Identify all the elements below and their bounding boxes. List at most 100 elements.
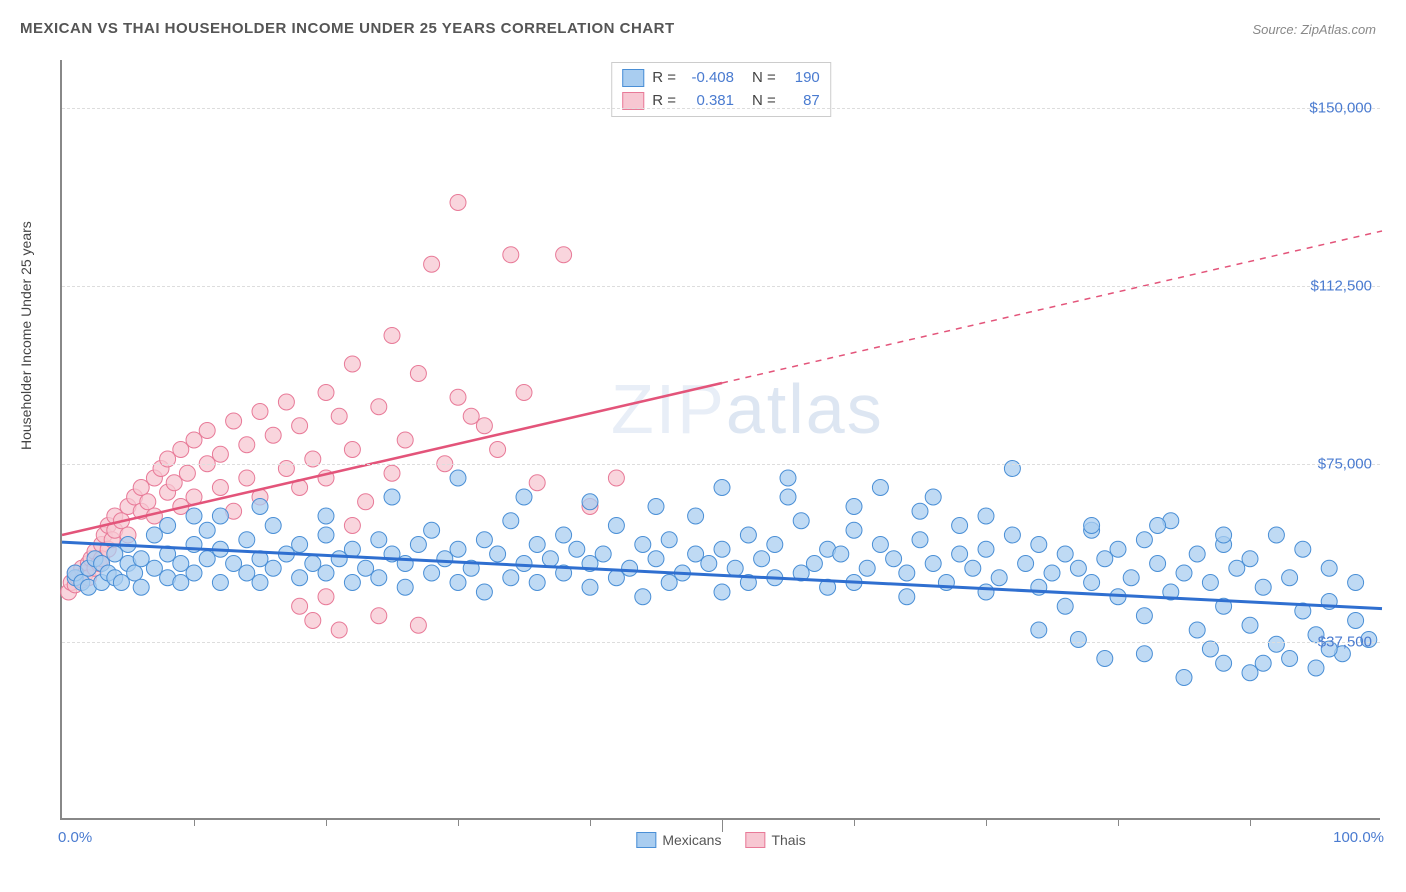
thai-point: [410, 617, 426, 633]
x-tick: [590, 818, 591, 826]
mexican-point: [1176, 565, 1192, 581]
mexican-point: [1123, 570, 1139, 586]
thai-point: [252, 404, 268, 420]
thai-point: [344, 518, 360, 534]
thai-point: [516, 385, 532, 401]
x-tick: [1118, 818, 1119, 826]
mexican-point: [1057, 546, 1073, 562]
mexican-point: [859, 560, 875, 576]
scatter-plot-svg: [62, 60, 1380, 818]
mexican-point: [542, 551, 558, 567]
mexican-point: [1084, 575, 1100, 591]
mexican-point: [252, 575, 268, 591]
x-axis-min-label: 0.0%: [58, 829, 92, 846]
mexican-point: [1136, 646, 1152, 662]
mexican-point: [793, 513, 809, 529]
mexican-point: [1308, 660, 1324, 676]
mexican-point: [635, 589, 651, 605]
thai-point: [331, 622, 347, 638]
mexican-point: [252, 499, 268, 515]
thai-point: [463, 408, 479, 424]
mexican-point: [1242, 551, 1258, 567]
mexican-point: [648, 551, 664, 567]
mexican-point: [1070, 560, 1086, 576]
mexican-point: [1282, 570, 1298, 586]
mexican-point: [1229, 560, 1245, 576]
mexican-point: [688, 546, 704, 562]
thai-point: [212, 480, 228, 496]
thai-point: [239, 470, 255, 486]
chart-title: MEXICAN VS THAI HOUSEHOLDER INCOME UNDER…: [20, 20, 675, 37]
thai-point: [344, 356, 360, 372]
mexican-point: [239, 532, 255, 548]
mexican-point: [450, 541, 466, 557]
mexican-point: [344, 541, 360, 557]
mexican-point: [582, 494, 598, 510]
mexican-point: [661, 532, 677, 548]
mexican-point: [595, 546, 611, 562]
mexican-point: [952, 518, 968, 534]
legend-swatch: [636, 832, 656, 848]
thai-point: [450, 195, 466, 211]
mexican-point: [714, 480, 730, 496]
thai-point: [318, 589, 334, 605]
thai-point: [476, 418, 492, 434]
mexican-point: [635, 537, 651, 553]
mexican-point: [516, 489, 532, 505]
mexican-point: [767, 537, 783, 553]
mexican-point: [410, 537, 426, 553]
mexican-point: [1018, 556, 1034, 572]
mexican-point: [714, 541, 730, 557]
mexican-point: [899, 565, 915, 581]
x-tick: [986, 818, 987, 826]
mexican-point: [1268, 527, 1284, 543]
mexican-point: [1084, 518, 1100, 534]
mexican-point: [358, 560, 374, 576]
thai-point: [490, 442, 506, 458]
thai-point: [265, 427, 281, 443]
mexican-point: [872, 480, 888, 496]
thai-point: [384, 465, 400, 481]
thai-point: [318, 385, 334, 401]
mexican-point: [1150, 518, 1166, 534]
mexican-point: [186, 565, 202, 581]
thai-point: [292, 418, 308, 434]
gridline-h: [62, 642, 1380, 643]
mexican-point: [305, 556, 321, 572]
thai-point: [226, 413, 242, 429]
mexican-point: [476, 584, 492, 600]
mexican-point: [1216, 527, 1232, 543]
mexican-point: [1097, 551, 1113, 567]
mexican-point: [1057, 598, 1073, 614]
mexican-point: [1070, 632, 1086, 648]
thai-point: [608, 470, 624, 486]
mexican-point: [146, 527, 162, 543]
mexican-point: [886, 551, 902, 567]
y-tick-label: $112,500: [1311, 277, 1372, 294]
mexican-point: [714, 584, 730, 600]
thai-point: [173, 442, 189, 458]
mexican-point: [133, 579, 149, 595]
mexican-point: [1282, 651, 1298, 667]
mexican-point: [186, 508, 202, 524]
mexican-point: [622, 560, 638, 576]
mexican-point: [239, 565, 255, 581]
mexican-point: [661, 575, 677, 591]
mexican-point: [476, 532, 492, 548]
x-tick: [194, 818, 195, 826]
thai-point: [371, 399, 387, 415]
legend-item: Mexicans: [636, 832, 721, 848]
mexican-point: [912, 503, 928, 519]
mexican-point: [978, 508, 994, 524]
mexican-point: [806, 556, 822, 572]
mexican-point: [925, 489, 941, 505]
thai-point: [503, 247, 519, 263]
mexican-point: [1150, 556, 1166, 572]
mexican-point: [331, 551, 347, 567]
mexican-point: [529, 537, 545, 553]
mexican-point: [265, 518, 281, 534]
mexican-point: [1044, 565, 1060, 581]
mexican-point: [1216, 655, 1232, 671]
legend-swatch: [745, 832, 765, 848]
mexican-point: [516, 556, 532, 572]
